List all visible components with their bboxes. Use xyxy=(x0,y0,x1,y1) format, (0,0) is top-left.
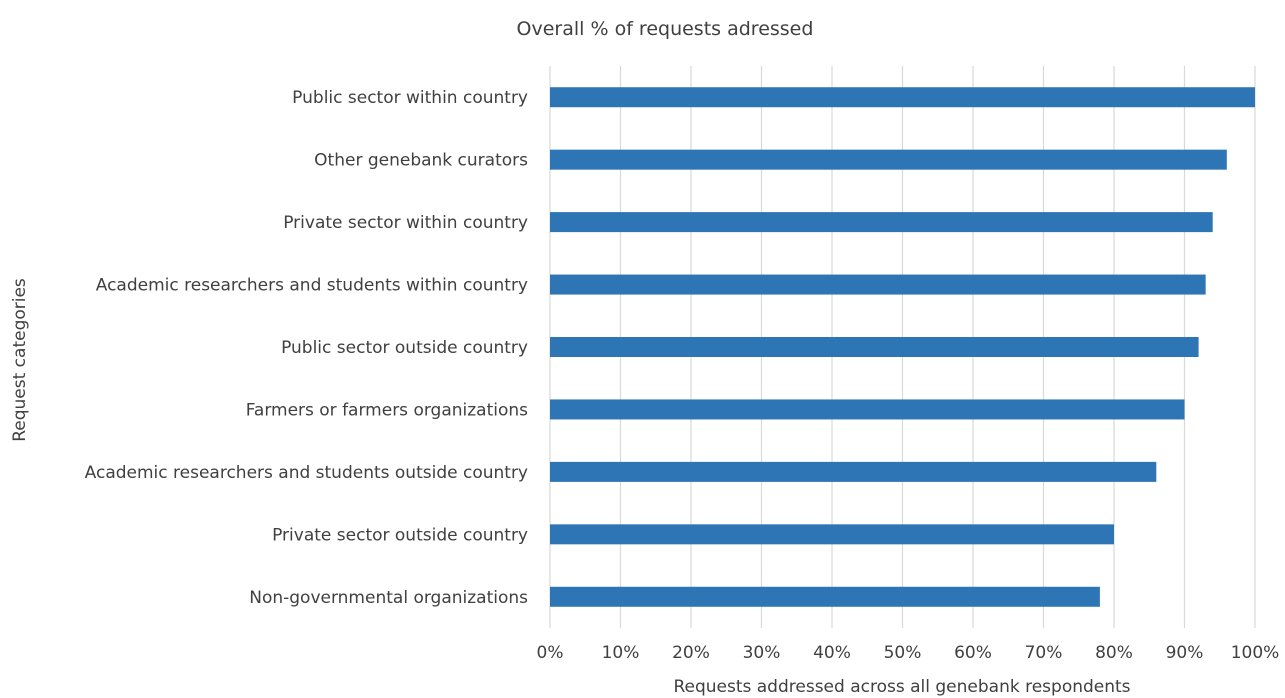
bar-4 xyxy=(550,337,1199,357)
x-tick-label-6: 60% xyxy=(954,643,992,663)
category-label-3: Academic researchers and students within… xyxy=(96,276,528,296)
bar-8 xyxy=(550,586,1100,607)
x-tick-label-4: 40% xyxy=(813,643,851,663)
x-tick-label-8: 80% xyxy=(1095,643,1133,663)
x-tick-label-3: 30% xyxy=(743,643,781,663)
category-label-0: Public sector within country xyxy=(292,88,528,108)
chart-title: Overall % of requests adressed xyxy=(517,18,814,40)
category-label-7: Private sector outside country xyxy=(272,525,528,545)
category-label-6: Academic researchers and students outsid… xyxy=(85,463,528,483)
category-label-2: Private sector within country xyxy=(283,213,528,233)
y-axis-title: Request categories xyxy=(10,278,30,442)
bar-2 xyxy=(550,212,1213,233)
x-tick-label-2: 20% xyxy=(672,643,710,663)
x-tick-label-0: 0% xyxy=(537,643,564,663)
bar-1 xyxy=(550,149,1227,170)
x-tick-label-10: 100% xyxy=(1231,643,1280,663)
x-tick-labels: 0% 10% 20% 30% 40% 50% 60% 70% 80% 90% 100% xyxy=(537,643,1280,663)
x-tick-label-7: 70% xyxy=(1025,643,1063,663)
category-label-8: Non-governmental organizations xyxy=(249,588,528,608)
bar-6 xyxy=(550,461,1157,482)
x-tick-label-5: 50% xyxy=(884,643,922,663)
bar-5 xyxy=(550,399,1185,420)
bars xyxy=(550,87,1255,607)
bar-7 xyxy=(550,524,1114,545)
category-label-1: Other genebank curators xyxy=(314,151,528,171)
bar-3 xyxy=(550,274,1206,295)
category-label-4: Public sector outside country xyxy=(281,338,528,358)
x-tick-label-9: 90% xyxy=(1166,643,1204,663)
category-labels: Public sector within country Other geneba… xyxy=(85,88,529,608)
bar-0 xyxy=(550,87,1255,108)
x-axis-title: Requests addressed across all genebank r… xyxy=(673,677,1130,697)
category-label-5: Farmers or farmers organizations xyxy=(246,400,528,420)
x-tick-label-1: 10% xyxy=(602,643,640,663)
